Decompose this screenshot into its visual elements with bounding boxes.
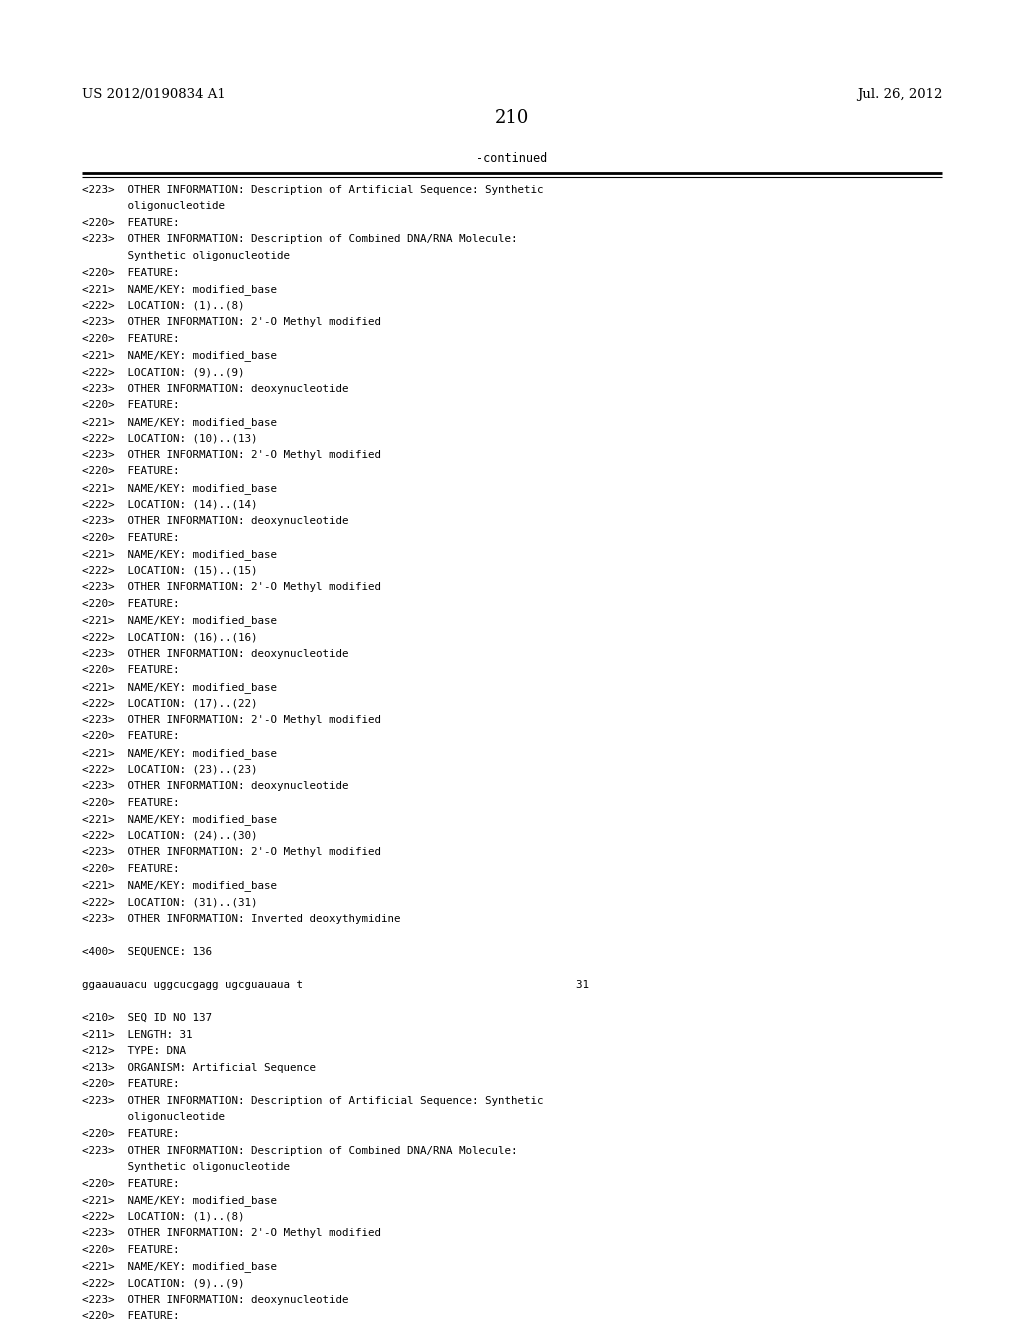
Text: 210: 210: [495, 110, 529, 128]
Text: <222>  LOCATION: (9)..(9): <222> LOCATION: (9)..(9): [82, 1278, 245, 1288]
Text: <222>  LOCATION: (9)..(9): <222> LOCATION: (9)..(9): [82, 367, 245, 378]
Text: <223>  OTHER INFORMATION: 2'-O Methyl modified: <223> OTHER INFORMATION: 2'-O Methyl mod…: [82, 450, 381, 459]
Text: <222>  LOCATION: (1)..(8): <222> LOCATION: (1)..(8): [82, 301, 245, 310]
Text: <222>  LOCATION: (1)..(8): <222> LOCATION: (1)..(8): [82, 1212, 245, 1222]
Text: <220>  FEATURE:: <220> FEATURE:: [82, 731, 179, 742]
Text: <222>  LOCATION: (17)..(22): <222> LOCATION: (17)..(22): [82, 698, 257, 709]
Text: <223>  OTHER INFORMATION: Description of Combined DNA/RNA Molecule:: <223> OTHER INFORMATION: Description of …: [82, 1146, 517, 1155]
Text: ggaauauacu uggcucgagg ugcguauaua t                                          31: ggaauauacu uggcucgagg ugcguauaua t 31: [82, 979, 589, 990]
Text: <223>  OTHER INFORMATION: deoxynucleotide: <223> OTHER INFORMATION: deoxynucleotide: [82, 516, 348, 527]
Text: <220>  FEATURE:: <220> FEATURE:: [82, 599, 179, 609]
Text: <222>  LOCATION: (10)..(13): <222> LOCATION: (10)..(13): [82, 433, 257, 444]
Text: <222>  LOCATION: (23)..(23): <222> LOCATION: (23)..(23): [82, 764, 257, 775]
Text: <210>  SEQ ID NO 137: <210> SEQ ID NO 137: [82, 1014, 212, 1023]
Text: <220>  FEATURE:: <220> FEATURE:: [82, 533, 179, 543]
Text: <222>  LOCATION: (16)..(16): <222> LOCATION: (16)..(16): [82, 632, 257, 642]
Text: <222>  LOCATION: (31)..(31): <222> LOCATION: (31)..(31): [82, 898, 257, 907]
Text: oligonucleotide: oligonucleotide: [82, 202, 225, 211]
Text: <221>  NAME/KEY: modified_base: <221> NAME/KEY: modified_base: [82, 748, 276, 759]
Text: <223>  OTHER INFORMATION: 2'-O Methyl modified: <223> OTHER INFORMATION: 2'-O Methyl mod…: [82, 582, 381, 593]
Text: <222>  LOCATION: (14)..(14): <222> LOCATION: (14)..(14): [82, 499, 257, 510]
Text: <221>  NAME/KEY: modified_base: <221> NAME/KEY: modified_base: [82, 681, 276, 693]
Text: <221>  NAME/KEY: modified_base: <221> NAME/KEY: modified_base: [82, 615, 276, 627]
Text: <211>  LENGTH: 31: <211> LENGTH: 31: [82, 1030, 193, 1040]
Text: Synthetic oligonucleotide: Synthetic oligonucleotide: [82, 1162, 290, 1172]
Text: <221>  NAME/KEY: modified_base: <221> NAME/KEY: modified_base: [82, 1262, 276, 1272]
Text: <221>  NAME/KEY: modified_base: <221> NAME/KEY: modified_base: [82, 880, 276, 891]
Text: <220>  FEATURE:: <220> FEATURE:: [82, 1080, 179, 1089]
Text: <213>  ORGANISM: Artificial Sequence: <213> ORGANISM: Artificial Sequence: [82, 1063, 316, 1073]
Text: <220>  FEATURE:: <220> FEATURE:: [82, 797, 179, 808]
Text: <220>  FEATURE:: <220> FEATURE:: [82, 1311, 179, 1320]
Text: <223>  OTHER INFORMATION: Description of Artificial Sequence: Synthetic: <223> OTHER INFORMATION: Description of …: [82, 185, 544, 195]
Text: <220>  FEATURE:: <220> FEATURE:: [82, 400, 179, 411]
Text: <212>  TYPE: DNA: <212> TYPE: DNA: [82, 1047, 186, 1056]
Text: <223>  OTHER INFORMATION: Description of Artificial Sequence: Synthetic: <223> OTHER INFORMATION: Description of …: [82, 1096, 544, 1106]
Text: <221>  NAME/KEY: modified_base: <221> NAME/KEY: modified_base: [82, 284, 276, 296]
Text: Jul. 26, 2012: Jul. 26, 2012: [857, 88, 942, 102]
Text: <220>  FEATURE:: <220> FEATURE:: [82, 1179, 179, 1189]
Text: <221>  NAME/KEY: modified_base: <221> NAME/KEY: modified_base: [82, 483, 276, 494]
Text: <223>  OTHER INFORMATION: deoxynucleotide: <223> OTHER INFORMATION: deoxynucleotide: [82, 648, 348, 659]
Text: <220>  FEATURE:: <220> FEATURE:: [82, 1245, 179, 1255]
Text: <400>  SEQUENCE: 136: <400> SEQUENCE: 136: [82, 946, 212, 957]
Text: <223>  OTHER INFORMATION: deoxynucleotide: <223> OTHER INFORMATION: deoxynucleotide: [82, 384, 348, 393]
Text: <223>  OTHER INFORMATION: 2'-O Methyl modified: <223> OTHER INFORMATION: 2'-O Methyl mod…: [82, 317, 381, 327]
Text: <223>  OTHER INFORMATION: 2'-O Methyl modified: <223> OTHER INFORMATION: 2'-O Methyl mod…: [82, 1229, 381, 1238]
Text: <220>  FEATURE:: <220> FEATURE:: [82, 218, 179, 228]
Text: <220>  FEATURE:: <220> FEATURE:: [82, 334, 179, 345]
Text: <221>  NAME/KEY: modified_base: <221> NAME/KEY: modified_base: [82, 814, 276, 825]
Text: <223>  OTHER INFORMATION: 2'-O Methyl modified: <223> OTHER INFORMATION: 2'-O Methyl mod…: [82, 847, 381, 858]
Text: <221>  NAME/KEY: modified_base: <221> NAME/KEY: modified_base: [82, 351, 276, 362]
Text: <223>  OTHER INFORMATION: Inverted deoxythymidine: <223> OTHER INFORMATION: Inverted deoxyt…: [82, 913, 400, 924]
Text: <220>  FEATURE:: <220> FEATURE:: [82, 1129, 179, 1139]
Text: oligonucleotide: oligonucleotide: [82, 1113, 225, 1122]
Text: <221>  NAME/KEY: modified_base: <221> NAME/KEY: modified_base: [82, 417, 276, 428]
Text: US 2012/0190834 A1: US 2012/0190834 A1: [82, 88, 225, 102]
Text: <220>  FEATURE:: <220> FEATURE:: [82, 665, 179, 676]
Text: Synthetic oligonucleotide: Synthetic oligonucleotide: [82, 251, 290, 261]
Text: <223>  OTHER INFORMATION: deoxynucleotide: <223> OTHER INFORMATION: deoxynucleotide: [82, 1295, 348, 1304]
Text: <220>  FEATURE:: <220> FEATURE:: [82, 865, 179, 874]
Text: <220>  FEATURE:: <220> FEATURE:: [82, 268, 179, 277]
Text: <223>  OTHER INFORMATION: Description of Combined DNA/RNA Molecule:: <223> OTHER INFORMATION: Description of …: [82, 235, 517, 244]
Text: <223>  OTHER INFORMATION: deoxynucleotide: <223> OTHER INFORMATION: deoxynucleotide: [82, 781, 348, 791]
Text: <222>  LOCATION: (24)..(30): <222> LOCATION: (24)..(30): [82, 830, 257, 841]
Text: <221>  NAME/KEY: modified_base: <221> NAME/KEY: modified_base: [82, 549, 276, 560]
Text: <223>  OTHER INFORMATION: 2'-O Methyl modified: <223> OTHER INFORMATION: 2'-O Methyl mod…: [82, 715, 381, 725]
Text: <220>  FEATURE:: <220> FEATURE:: [82, 466, 179, 477]
Text: <221>  NAME/KEY: modified_base: <221> NAME/KEY: modified_base: [82, 1196, 276, 1206]
Text: -continued: -continued: [476, 152, 548, 165]
Text: <222>  LOCATION: (15)..(15): <222> LOCATION: (15)..(15): [82, 566, 257, 576]
